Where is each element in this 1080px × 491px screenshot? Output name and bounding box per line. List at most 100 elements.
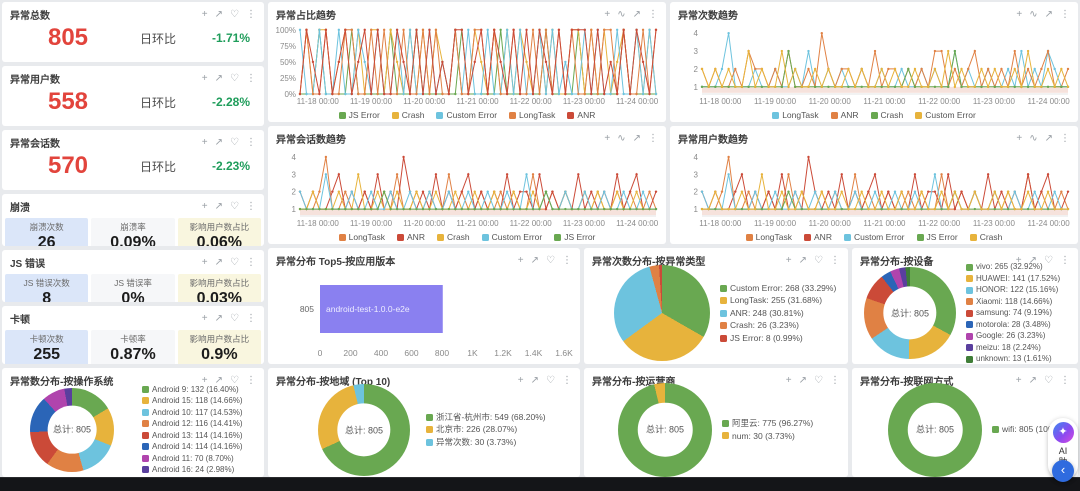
heart-icon[interactable]: ♡ (230, 312, 239, 324)
expand-icon[interactable]: ↗ (632, 132, 641, 144)
expand-icon[interactable]: ↗ (632, 8, 641, 20)
expand-icon[interactable]: ↗ (214, 72, 224, 84)
taskbar[interactable] (0, 477, 1080, 491)
legend-item[interactable]: ANR: 248 (30.81%) (720, 307, 848, 320)
plus-icon[interactable]: + (1015, 374, 1022, 386)
plus-icon[interactable]: + (785, 254, 792, 266)
kebab-icon[interactable]: ⋮ (648, 132, 658, 144)
legend-item[interactable]: num: 30 (3.73%) (722, 430, 848, 443)
kebab-icon[interactable]: ⋮ (246, 72, 256, 84)
legend-item[interactable]: Crash (870, 110, 903, 120)
expand-icon[interactable]: ↗ (530, 254, 540, 266)
expand-icon[interactable]: ↗ (798, 254, 808, 266)
heart-icon[interactable]: ♡ (230, 374, 239, 386)
legend-item[interactable]: LongTask (745, 232, 792, 242)
donut-graphic[interactable]: 总计: 805 (888, 382, 982, 477)
collapse-chevron-button[interactable]: ‹ (1052, 460, 1074, 482)
legend-item[interactable]: Android 9: 132 (16.40%) (142, 384, 264, 396)
plus-icon[interactable]: + (1016, 132, 1023, 144)
plus-icon[interactable]: + (1016, 8, 1023, 20)
donut-chart[interactable]: 总计: 805 wifi: 805 (100.00%) (852, 382, 1078, 477)
kebab-icon[interactable]: ⋮ (246, 8, 256, 20)
donut-chart[interactable]: 总计: 805 阿里云: 775 (96.27%) num: 30 (3.73%) (584, 382, 848, 477)
line-chart[interactable]: 0% 25% 50% 75% 100% 11-18 00:00 11-19 00:00 11-… (268, 20, 666, 120)
plus-icon[interactable]: + (201, 8, 208, 20)
bar-chart[interactable]: 805 android-test-1.0.0-e2e 0 200 400 600 800 1K… (268, 266, 580, 362)
legend-item[interactable]: Android 10: 117 (14.53%) (142, 407, 264, 419)
expand-icon[interactable]: ↗ (214, 136, 224, 148)
expand-icon[interactable]: ↗ (1044, 8, 1053, 20)
kebab-icon[interactable]: ⋮ (246, 256, 256, 268)
legend-item[interactable]: 浙江省-杭州市: 549 (68.20%) (426, 411, 580, 424)
donut-chart[interactable]: 总计: 805 Android 9: 132 (16.40%) Android 15… (2, 384, 264, 476)
legend-item[interactable]: ANR (397, 232, 425, 242)
expand-icon[interactable]: ↗ (214, 200, 224, 212)
legend-item[interactable]: motorola: 28 (3.48%) (966, 319, 1078, 331)
legend-item[interactable]: meizu: 18 (2.24%) (966, 342, 1078, 354)
legend-item[interactable]: Xiaomi: 118 (14.66%) (966, 296, 1078, 308)
pie-chart[interactable]: Custom Error: 268 (33.29%) LongTask: 255 … (584, 265, 848, 361)
expand-icon[interactable]: ↗ (214, 8, 224, 20)
plus-icon[interactable]: + (201, 200, 208, 212)
plus-icon[interactable]: + (201, 256, 208, 268)
plus-icon[interactable]: + (785, 374, 792, 386)
kebab-icon[interactable]: ⋮ (246, 200, 256, 212)
legend-item[interactable]: Custom Error (843, 232, 905, 242)
legend-item[interactable]: Custom Error: 268 (33.29%) (720, 282, 848, 295)
expand-icon[interactable]: ↗ (530, 374, 540, 386)
legend-item[interactable]: 异常次数: 30 (3.73%) (426, 436, 580, 449)
legend-item[interactable]: LongTask (772, 110, 819, 120)
heart-icon[interactable]: ♡ (230, 200, 239, 212)
kebab-icon[interactable]: ⋮ (648, 8, 658, 20)
legend-item[interactable]: LongTask (509, 110, 555, 120)
expand-icon[interactable]: ↗ (1028, 374, 1038, 386)
plus-icon[interactable]: + (517, 254, 524, 266)
kebab-icon[interactable]: ⋮ (1060, 8, 1070, 20)
kebab-icon[interactable]: ⋮ (830, 374, 840, 386)
heart-icon[interactable]: ♡ (1044, 254, 1053, 266)
pie-graphic[interactable] (614, 265, 710, 361)
legend-item[interactable]: JS Error: 8 (0.99%) (720, 332, 848, 345)
expand-icon[interactable]: ↗ (1028, 254, 1038, 266)
legend-item[interactable]: 北京市: 226 (28.07%) (426, 423, 580, 436)
heart-icon[interactable]: ♡ (546, 254, 555, 266)
legend-item[interactable]: HUAWEI: 141 (17.52%) (966, 273, 1078, 285)
legend-item[interactable]: Custom Error (915, 110, 976, 120)
legend-item[interactable]: HONOR: 122 (15.16%) (966, 284, 1078, 296)
legend-item[interactable]: Android 16: 24 (2.98%) (142, 464, 264, 476)
expand-icon[interactable]: ↗ (1044, 132, 1053, 144)
heart-icon[interactable]: ♡ (1044, 374, 1053, 386)
plus-icon[interactable]: + (201, 72, 208, 84)
kebab-icon[interactable]: ⋮ (1060, 132, 1070, 144)
legend-item[interactable]: samsung: 74 (9.19%) (966, 307, 1078, 319)
expand-icon[interactable]: ↗ (798, 374, 808, 386)
donut-chart[interactable]: 总计: 805 浙江省-杭州市: 549 (68.20%) 北京市: 226 (28… (268, 383, 580, 476)
heart-icon[interactable]: ♡ (230, 136, 239, 148)
plus-icon[interactable]: + (201, 312, 208, 324)
legend-item[interactable]: Crash (436, 232, 470, 242)
legend-item[interactable]: Crash: 26 (3.23%) (720, 319, 848, 332)
donut-graphic[interactable]: 总计: 805 (318, 383, 410, 476)
plus-icon[interactable]: + (517, 374, 524, 386)
legend-item[interactable]: JS Error (554, 232, 595, 242)
legend-item[interactable]: Android 14: 114 (14.16%) (142, 441, 264, 453)
chart-icon[interactable]: ∿ (617, 8, 626, 20)
donut-graphic[interactable]: 总计: 805 (618, 382, 712, 477)
kebab-icon[interactable]: ⋮ (246, 136, 256, 148)
plus-icon[interactable]: + (201, 374, 208, 386)
kebab-icon[interactable]: ⋮ (1060, 254, 1070, 266)
kebab-icon[interactable]: ⋮ (246, 312, 256, 324)
expand-icon[interactable]: ↗ (214, 312, 224, 324)
legend-item[interactable]: Crash (969, 232, 1002, 242)
chart-icon[interactable]: ∿ (1029, 8, 1038, 20)
legend-item[interactable]: ANR (804, 232, 832, 242)
expand-icon[interactable]: ↗ (214, 256, 224, 268)
legend-item[interactable]: Custom Error (481, 232, 542, 242)
legend-item[interactable]: Crash (391, 110, 424, 120)
legend-item[interactable]: wifi: 805 (100.00%) (992, 423, 1078, 436)
legend-item[interactable]: Android 15: 118 (14.66%) (142, 395, 264, 407)
ai-assistant-icon[interactable]: ✦ (1052, 422, 1074, 443)
legend-item[interactable]: unknown: 13 (1.61%) (966, 353, 1078, 364)
kebab-icon[interactable]: ⋮ (562, 374, 572, 386)
heart-icon[interactable]: ♡ (814, 374, 823, 386)
